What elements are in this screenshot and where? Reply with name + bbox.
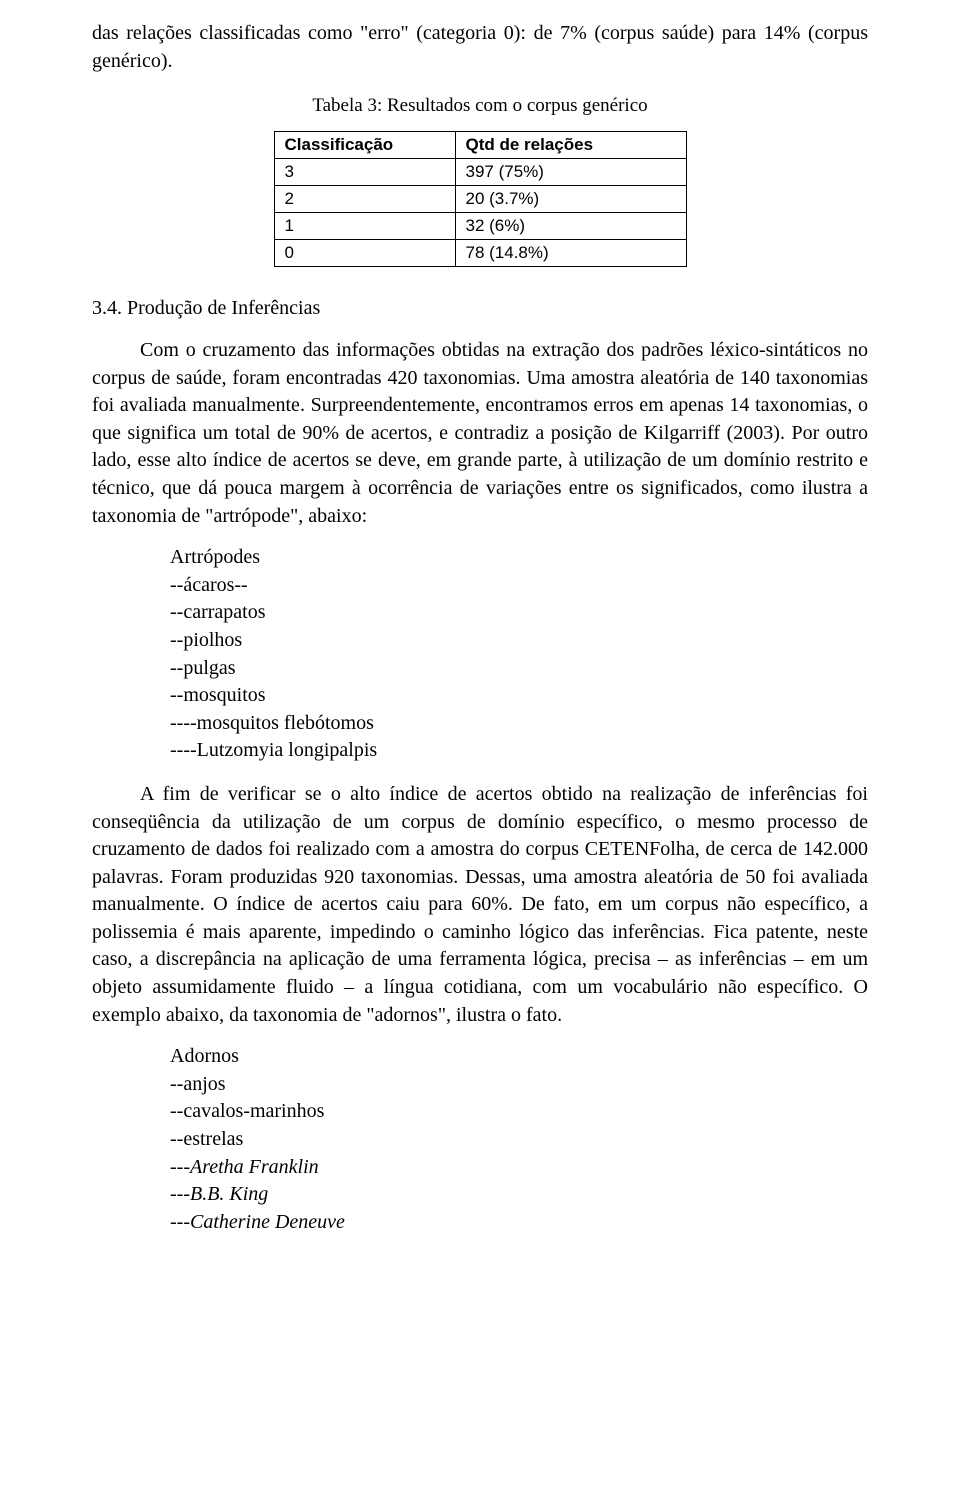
table-row: 2 20 (3.7%) bbox=[274, 186, 686, 213]
intro-paragraph: das relações classificadas como "erro" (… bbox=[92, 20, 868, 75]
taxonomy-artropodes: Artrópodes --ácaros-- --carrapatos --pio… bbox=[170, 544, 868, 765]
main-paragraph-2: A fim de verificar se o alto índice de a… bbox=[92, 781, 868, 1029]
tax-line: --anjos bbox=[170, 1071, 868, 1099]
main-paragraph-1: Com o cruzamento das informações obtidas… bbox=[92, 337, 868, 530]
cell-qtd: 397 (75%) bbox=[455, 159, 686, 186]
tax-line: Artrópodes bbox=[170, 544, 868, 572]
section-heading: 3.4. Produção de Inferências bbox=[92, 295, 868, 323]
tax-line: ----mosquitos flebótomos bbox=[170, 710, 868, 738]
table-row: 1 32 (6%) bbox=[274, 213, 686, 240]
tax-line: --pulgas bbox=[170, 655, 868, 683]
table-header-row: Classificação Qtd de relações bbox=[274, 132, 686, 159]
cell-qtd: 32 (6%) bbox=[455, 213, 686, 240]
tax-line: --mosquitos bbox=[170, 682, 868, 710]
cell-qtd: 78 (14.8%) bbox=[455, 240, 686, 267]
taxonomy-adornos: Adornos --anjos --cavalos-marinhos --est… bbox=[170, 1043, 868, 1236]
cell-classif: 2 bbox=[274, 186, 455, 213]
table-caption: Tabela 3: Resultados com o corpus genéri… bbox=[92, 93, 868, 119]
table-container: Classificação Qtd de relações 3 397 (75%… bbox=[92, 131, 868, 267]
results-table: Classificação Qtd de relações 3 397 (75%… bbox=[274, 131, 687, 267]
table-row: 0 78 (14.8%) bbox=[274, 240, 686, 267]
cell-qtd: 20 (3.7%) bbox=[455, 186, 686, 213]
cell-classif: 0 bbox=[274, 240, 455, 267]
cell-classif: 1 bbox=[274, 213, 455, 240]
tax-line-italic: ---Catherine Deneuve bbox=[170, 1209, 868, 1237]
tax-line-italic: ---Aretha Franklin bbox=[170, 1154, 868, 1182]
page: das relações classificadas como "erro" (… bbox=[0, 0, 960, 1497]
tax-line: Adornos bbox=[170, 1043, 868, 1071]
tax-line: --ácaros-- bbox=[170, 572, 868, 600]
tax-line-italic: ---B.B. King bbox=[170, 1181, 868, 1209]
tax-line: --estrelas bbox=[170, 1126, 868, 1154]
table-row: 3 397 (75%) bbox=[274, 159, 686, 186]
cell-classif: 3 bbox=[274, 159, 455, 186]
col-header-qtd: Qtd de relações bbox=[455, 132, 686, 159]
col-header-classificacao: Classificação bbox=[274, 132, 455, 159]
tax-line: --piolhos bbox=[170, 627, 868, 655]
tax-line: ----Lutzomyia longipalpis bbox=[170, 737, 868, 765]
tax-line: --carrapatos bbox=[170, 599, 868, 627]
tax-line: --cavalos-marinhos bbox=[170, 1098, 868, 1126]
